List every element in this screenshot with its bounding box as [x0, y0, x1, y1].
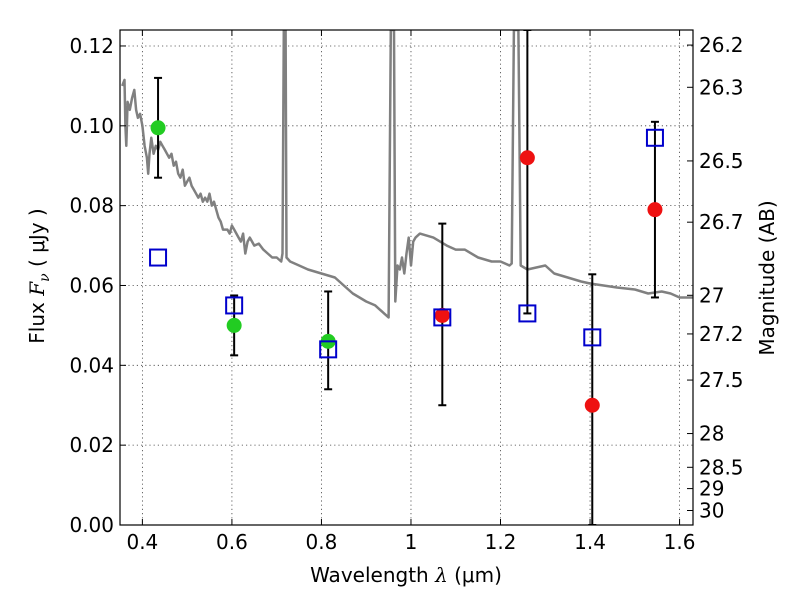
mag-tick-label: 28: [699, 422, 724, 446]
nondetection-point: [584, 397, 600, 413]
x-tick-label: 0.8: [306, 530, 338, 554]
plot-frame: [119, 29, 694, 526]
grid-layer: [120, 30, 693, 525]
mag-tick-label: 26.5: [699, 149, 744, 173]
model-flux-marker: [583, 328, 602, 347]
model-flux-marker: [149, 248, 168, 267]
x-tick-label: 0.6: [216, 530, 248, 554]
x-axis-title-prefix: Wavelength: [310, 563, 435, 587]
sed-layer: [121, 30, 693, 319]
y-axis-title: Flux Fν ( μJy ): [25, 208, 53, 343]
x-tick-label: 1.2: [485, 530, 517, 554]
y-tick-label: 0.04: [69, 353, 114, 377]
mag-tick-label: 29: [699, 477, 724, 501]
y-tick-label: 0.00: [69, 513, 114, 537]
y-tick-label: 0.02: [69, 433, 114, 457]
x-tick-label: 0.4: [126, 530, 158, 554]
nondetection-point: [434, 307, 450, 323]
y-tick-label: 0.10: [69, 114, 114, 138]
detection-point: [150, 120, 166, 136]
x-tick-label: 1.4: [574, 530, 606, 554]
model-flux-marker: [319, 340, 338, 359]
x-axis-title: Wavelength λ (μm): [310, 563, 502, 587]
model-flux-marker: [433, 308, 452, 327]
mag-tick-label: 26.2: [699, 33, 744, 57]
x-tick-label: 1: [405, 530, 418, 554]
y-axis-title-subscript: ν: [37, 273, 53, 282]
ticks-layer: 0.4 0.6 0.8 1 1.2 1.4 1.6 0.00 0.02 0.04 0.06 0.08 0…: [69, 30, 744, 554]
model-flux-marker: [518, 304, 537, 323]
mag-tick-label: 27.2: [699, 322, 744, 346]
y-tick-label: 0.06: [69, 273, 114, 297]
nondetection-point: [519, 150, 535, 166]
y-axis-title-prefix: Flux: [25, 296, 49, 344]
model-flux-marker: [645, 128, 664, 147]
mag-tick-label: 27: [699, 283, 724, 307]
x-axis-title-suffix: (μm): [448, 563, 502, 587]
y-tick-label: 0.08: [69, 194, 114, 218]
mag-tick-label: 26.7: [699, 210, 744, 234]
y-tick-label: 0.12: [69, 34, 114, 58]
mag-tick-label: 30: [699, 499, 724, 523]
marker-layer: [149, 120, 664, 413]
y-axis-title-symbol: F: [25, 281, 49, 297]
mag-tick-label: 26.3: [699, 75, 744, 99]
sed-template-line: [121, 30, 693, 319]
mag-tick-label: 27.5: [699, 368, 744, 392]
y2-axis-title: Magnitude (AB): [755, 200, 779, 355]
mag-tick-label: 28.5: [699, 455, 744, 479]
x-tick-label: 1.6: [664, 530, 696, 554]
x-axis-title-symbol: λ: [434, 563, 448, 587]
detection-point: [226, 317, 242, 333]
model-flux-marker: [225, 296, 244, 315]
y-axis-title-suffix: ( μJy ): [25, 208, 49, 273]
errorbar-layer: [154, 30, 659, 525]
nondetection-point: [647, 202, 663, 218]
